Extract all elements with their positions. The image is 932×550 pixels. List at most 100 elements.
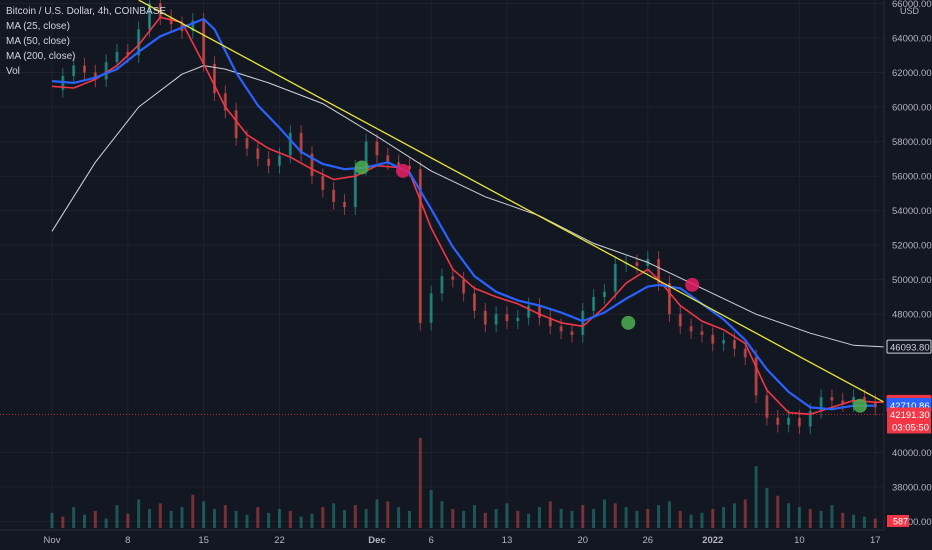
volume-bar [808, 509, 812, 528]
x-tick-label: Nov [44, 535, 61, 546]
volume-bar [451, 509, 455, 528]
candle [277, 155, 281, 166]
x-tick-label: 17 [870, 535, 881, 546]
volume-bar [700, 512, 704, 528]
candle [483, 310, 487, 325]
candle [797, 417, 801, 427]
volume-bar [678, 510, 682, 528]
candle [581, 310, 585, 335]
volume-bar [147, 509, 151, 528]
volume-bar [602, 499, 606, 528]
volume-bar [386, 501, 390, 528]
chart-title[interactable]: Bitcoin / U.S. Dollar, 4h, COINBASE [6, 6, 167, 17]
volume-bar [765, 488, 769, 528]
volume-bar [82, 514, 86, 528]
volume-bar [516, 510, 520, 528]
buy-signal-marker [621, 315, 636, 330]
volume-bar [722, 507, 726, 528]
currency-label[interactable]: USD [900, 6, 920, 16]
candle [808, 410, 812, 427]
candle [342, 201, 346, 208]
candle [429, 293, 433, 323]
candle [678, 314, 682, 327]
candle [505, 314, 509, 322]
sell-signal-marker [685, 277, 700, 292]
trendline[interactable] [138, 0, 932, 447]
time-axis[interactable] [0, 530, 884, 550]
chart-legend: Bitcoin / U.S. Dollar, 4h, COINBASE MA (… [6, 4, 166, 79]
candle [765, 395, 769, 418]
y-tick-label: 62000.00 [892, 68, 932, 79]
candle [613, 264, 617, 292]
y-tick-label: 54000.00 [892, 206, 932, 217]
legend-volume[interactable]: Vol [6, 66, 20, 77]
x-tick-label: 13 [502, 535, 513, 546]
candle [104, 62, 108, 80]
volume-bar [819, 510, 823, 528]
candle [743, 348, 747, 358]
price-axis[interactable] [884, 0, 932, 550]
volume-bar [61, 516, 65, 528]
volume-bar [841, 512, 845, 528]
y-tick-label: 48000.00 [892, 310, 932, 321]
candle [732, 340, 736, 349]
candle [386, 155, 390, 163]
volume-bar [126, 513, 130, 528]
candle [527, 305, 531, 318]
legend-ma200[interactable]: MA (200, close) [6, 51, 76, 62]
x-tick-label: 2022 [702, 535, 723, 546]
volume-bar [169, 510, 173, 528]
candle [472, 293, 476, 311]
volume-bar [332, 503, 336, 528]
y-tick-label: 36000.00 [892, 517, 932, 528]
volume-bar [776, 495, 780, 528]
candle [82, 65, 86, 73]
candle [548, 317, 552, 327]
candle [158, 3, 162, 18]
volume-bar [646, 509, 650, 528]
y-tick-label: 52000.00 [892, 241, 932, 252]
candle [570, 331, 574, 335]
volume-bar [288, 510, 292, 528]
volume-bar [624, 507, 628, 528]
volume-bar [743, 499, 747, 528]
volume-bar [72, 507, 76, 528]
volume-bar [570, 510, 574, 528]
volume-bar [635, 510, 639, 528]
volume-bar [180, 507, 184, 528]
candle [147, 3, 151, 30]
volume-bar [440, 501, 444, 528]
volume-bar [342, 509, 346, 528]
candle [516, 317, 520, 322]
legend-ma50[interactable]: MA (50, close) [6, 36, 70, 47]
candle [787, 417, 791, 425]
volume-bar [137, 499, 141, 528]
volume-bar [407, 510, 411, 528]
volume-bar [418, 437, 422, 528]
candle [364, 141, 368, 168]
legend-ma25[interactable]: MA (25, close) [6, 21, 70, 32]
ma200-line [51, 65, 887, 348]
candle [126, 51, 130, 56]
candle [657, 258, 661, 284]
volume-tag-bg [887, 515, 909, 527]
candle [288, 132, 292, 156]
candle [711, 334, 715, 344]
candle [862, 397, 866, 403]
candle [819, 397, 823, 411]
volume-bar [364, 509, 368, 528]
volume-bar [429, 490, 433, 528]
candle [353, 167, 357, 208]
ma50-line [51, 17, 876, 411]
last-price-tag-bg [887, 407, 931, 434]
x-tick-label: 26 [642, 535, 653, 546]
volume-bar [223, 505, 227, 528]
candle [397, 162, 401, 166]
volume-bar [256, 507, 260, 528]
candle [559, 326, 563, 332]
volume-bar [267, 512, 271, 528]
candle [592, 296, 596, 311]
volume-bar [667, 501, 671, 528]
